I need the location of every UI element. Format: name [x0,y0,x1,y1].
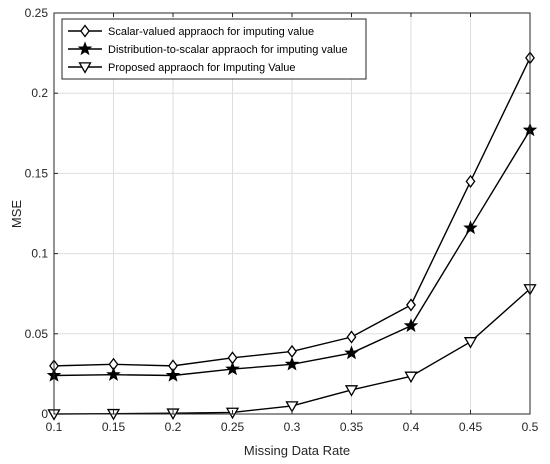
legend-entry: Scalar-valued appraoch for imputing valu… [68,24,314,38]
data-point [465,174,476,189]
y-tick-label: 0.15 [25,166,49,180]
data-point [403,318,419,332]
y-tick-label: 0.05 [25,327,49,341]
legend: Scalar-valued appraoch for imputing valu… [61,18,367,80]
legend-marker [77,41,93,56]
plot-frame [53,12,531,415]
data-point [106,367,121,381]
data-point [344,345,359,360]
x-tick-label: 0.2 [165,420,182,434]
legend-label: Distribution-to-scalar appraoch for impu… [108,44,348,56]
x-tick-label: 0.3 [284,420,301,434]
x-tick-label: 0.35 [340,420,364,434]
data-point [225,361,240,376]
x-tick-label: 0.45 [459,420,483,434]
data-point [285,401,299,413]
x-tick-label: 0.25 [221,420,245,434]
legend-box [61,18,367,80]
legend-entry: Distribution-to-scalar appraoch for impu… [68,41,348,56]
data-point [404,371,418,384]
legend-entry: Proposed appraoch for Imputing Value [68,62,296,74]
x-axis-label: Missing Data Rate [244,443,350,458]
data-point [284,356,300,371]
legend-label: Proposed appraoch for Imputing Value [108,62,296,74]
x-tick-label: 0.1 [46,420,63,434]
axes: 0.1 0.15 0.2 0.25 0.3 0.35 0.4 0.45 0.5 0 0.05 0.1 0… [25,6,539,434]
y-tick-label: 0 [41,407,48,421]
x-tick-label: 0.5 [522,420,539,434]
y-tick-label: 0.1 [31,247,48,261]
data-point [344,385,359,397]
legend-label: Scalar-valued appraoch for imputing valu… [108,26,314,38]
x-tick-label: 0.4 [403,420,420,434]
data-point [463,220,478,235]
y-axis-label: MSE [9,200,24,229]
y-tick-label: 0.2 [31,86,48,100]
legend-marker [80,24,90,38]
data-point [406,298,416,312]
data-point [463,337,478,349]
legend-marker [78,62,92,74]
x-tick-label: 0.15 [102,420,126,434]
y-tick-label: 0.25 [25,6,49,20]
data-point [346,330,357,344]
series-1 [49,51,535,373]
data-point [165,367,181,382]
